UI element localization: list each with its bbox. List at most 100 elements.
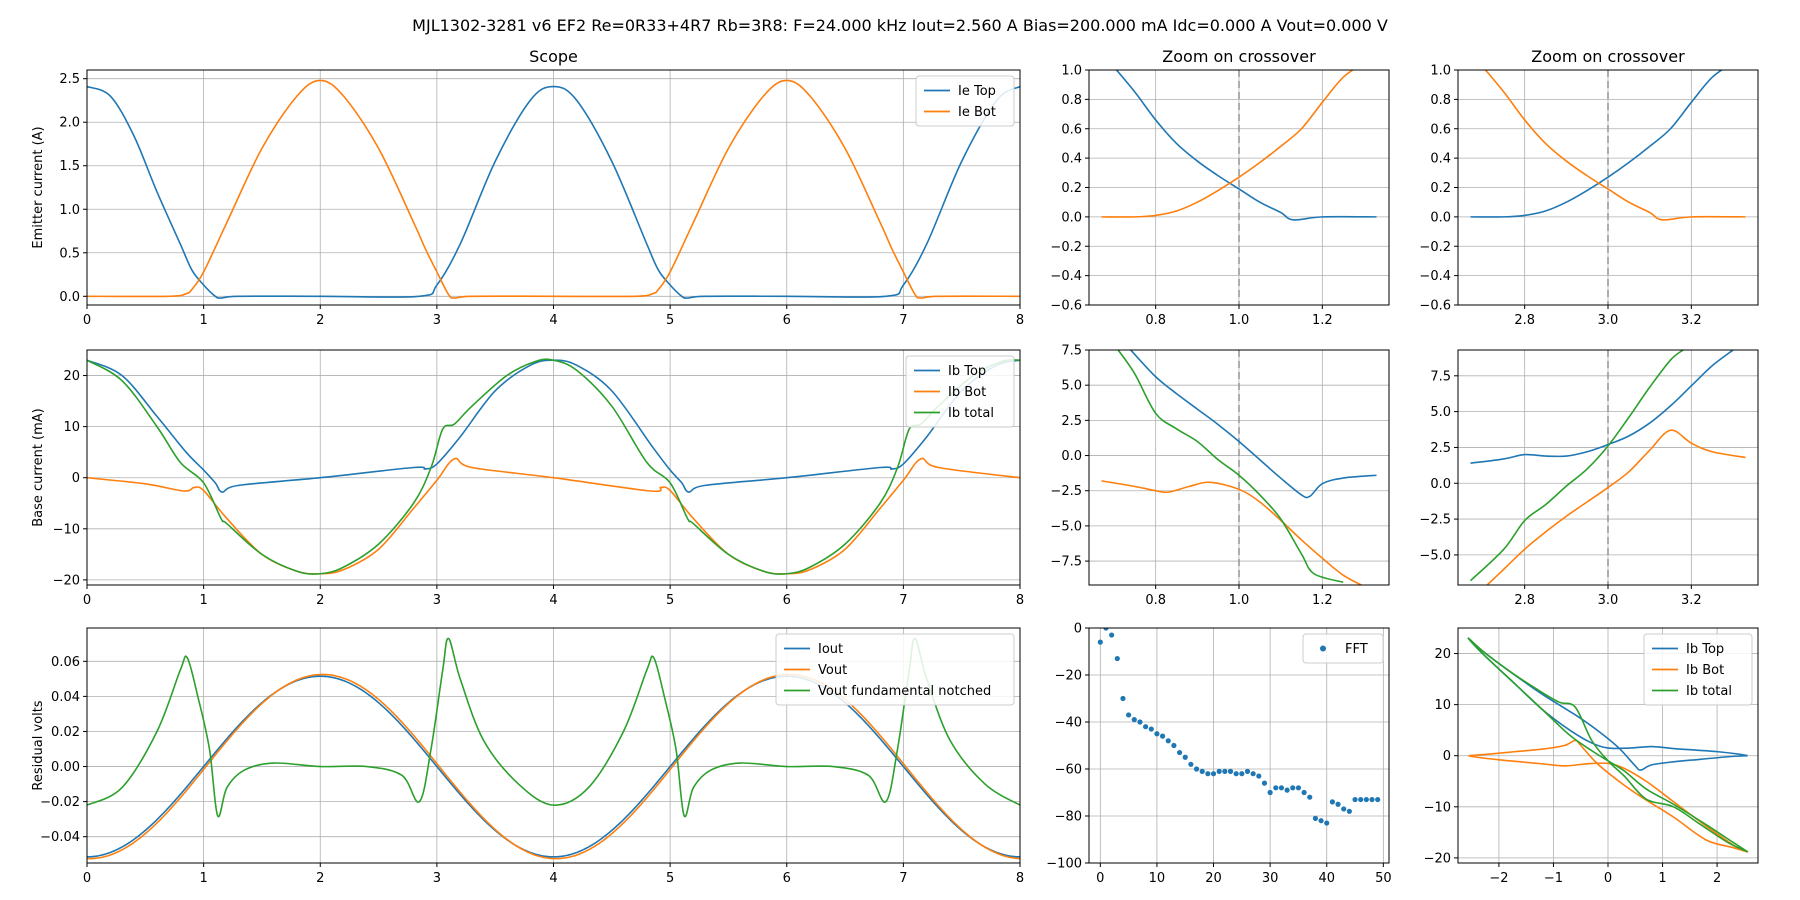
fft-point bbox=[1114, 655, 1120, 662]
legend-label: Ie Top bbox=[958, 84, 996, 99]
y-tick-label: 1.0 bbox=[59, 203, 80, 218]
x-tick-label: 3 bbox=[433, 593, 441, 608]
y-tick-label: −20 bbox=[1424, 851, 1451, 866]
y-tick-label: −5.0 bbox=[1050, 519, 1082, 534]
y-tick-label: 0.0 bbox=[1430, 477, 1451, 492]
x-tick-label: 0.8 bbox=[1145, 313, 1166, 328]
y-tick-label: 2.5 bbox=[1430, 441, 1451, 456]
y-tick-label: 0.00 bbox=[51, 760, 80, 775]
x-tick-label: 20 bbox=[1205, 871, 1222, 886]
fft-point bbox=[1307, 794, 1313, 800]
y-tick-label: 0.5 bbox=[59, 246, 80, 261]
series-line-1 bbox=[1101, 70, 1354, 218]
y-tick-label: 5.0 bbox=[1430, 405, 1451, 420]
fft-point bbox=[1165, 738, 1171, 744]
series-line-2 bbox=[87, 358, 1020, 575]
y-tick-label: −0.02 bbox=[40, 795, 80, 810]
fft-point bbox=[1176, 749, 1183, 756]
fft-point bbox=[1199, 768, 1205, 774]
y-tick-label: 0 bbox=[72, 471, 80, 486]
x-tick-label: 1 bbox=[199, 313, 207, 328]
y-tick-label: 0 bbox=[1443, 749, 1451, 764]
fft-point bbox=[1233, 771, 1239, 777]
fft-point bbox=[1143, 724, 1149, 730]
x-tick-label: 4 bbox=[549, 593, 557, 608]
fft-point bbox=[1210, 771, 1217, 777]
fft-point bbox=[1284, 787, 1290, 793]
series-group bbox=[87, 358, 1020, 575]
y-tick-label: −40 bbox=[1055, 716, 1082, 731]
fft-point bbox=[1369, 796, 1375, 803]
fft-point bbox=[1097, 639, 1103, 645]
panel-ib_zoom1: 0.8 1.0 1.2 −7.5 −5.0 −2.5 0.0 2.5 5.0 7.5 bbox=[1050, 344, 1390, 608]
y-tick-label: 20 bbox=[1434, 647, 1451, 662]
x-tick-label: 40 bbox=[1318, 871, 1335, 886]
y-tick-label: 0.0 bbox=[59, 290, 80, 305]
panel-ib_zoom2: 2.8 3.0 3.2 −5.0 −2.5 0.0 2.5 5.0 7.5 bbox=[1419, 349, 1759, 608]
legend: Ib Top Ib Bot Ib total bbox=[905, 355, 1015, 428]
series-group bbox=[1470, 70, 1746, 221]
x-tick-label: 6 bbox=[783, 593, 791, 608]
series-line-1 bbox=[87, 673, 1020, 860]
y-tick-label: 0.0 bbox=[1430, 210, 1451, 225]
y-tick-label: −2.5 bbox=[1050, 484, 1082, 499]
series-line-0 bbox=[1470, 350, 1734, 464]
x-tick-label: 1.0 bbox=[1229, 313, 1250, 328]
legend-label: Vout fundamental notched bbox=[818, 684, 991, 699]
series-line-1 bbox=[1486, 429, 1746, 585]
x-tick-label: 8 bbox=[1016, 871, 1024, 886]
series-line-0 bbox=[87, 675, 1020, 858]
x-tick-label: 4 bbox=[549, 871, 557, 886]
fft-point bbox=[1188, 761, 1194, 767]
x-tick-label: 7 bbox=[899, 313, 907, 328]
series-line-0 bbox=[87, 85, 1020, 299]
fft-point bbox=[1159, 733, 1166, 739]
panel-residual: 0 1 2 3 4 5 6 7 8 −0.04 −0.02 0.00 0.02 0.04 0.06 Resid… bbox=[31, 627, 1024, 886]
legend-label: Ib Bot bbox=[1686, 663, 1724, 678]
panel-ie_zoom1: 0.8 1.0 1.2 −0.6 −0.4 −0.2 0.0 0.2 0.4 0.6 0.8 1.0 Z… bbox=[1050, 47, 1390, 328]
panel-ie_zoom2: 2.8 3.0 3.2 −0.6 −0.4 −0.2 0.0 0.2 0.4 0.6 0.8 1.0 Z… bbox=[1419, 47, 1759, 328]
series-line-0 bbox=[1470, 70, 1723, 218]
series-line-0 bbox=[1115, 70, 1377, 221]
fft-point bbox=[1171, 742, 1177, 749]
fft-point bbox=[1205, 771, 1211, 777]
fft-point bbox=[1363, 796, 1369, 803]
axes-frame bbox=[1088, 627, 1390, 864]
legend-label: FFT bbox=[1345, 642, 1368, 657]
legend: Iout Vout Vout fundamental notched bbox=[775, 633, 1015, 706]
x-tick-label: 1.0 bbox=[1229, 593, 1250, 608]
x-tick-label: −1 bbox=[1544, 871, 1563, 886]
x-tick-label: 7 bbox=[899, 593, 907, 608]
y-tick-label: −60 bbox=[1055, 763, 1082, 778]
fft-point bbox=[1227, 768, 1234, 774]
fft-point bbox=[1261, 780, 1268, 786]
series-group bbox=[1101, 70, 1377, 221]
panel-title: Zoom on crossover bbox=[1162, 47, 1316, 66]
x-tick-label: 2 bbox=[316, 313, 324, 328]
series-group bbox=[1097, 628, 1381, 826]
series-line-2 bbox=[1469, 350, 1684, 582]
y-tick-label: 0.6 bbox=[1430, 122, 1451, 137]
y-tick-label: 1.0 bbox=[1061, 64, 1082, 79]
y-tick-label: 1.0 bbox=[1430, 64, 1451, 79]
fft-point bbox=[1290, 785, 1296, 791]
y-tick-label: −20 bbox=[53, 573, 80, 588]
x-tick-label: 3.2 bbox=[1681, 593, 1702, 608]
fft-point bbox=[1222, 768, 1228, 774]
y-tick-label: −0.04 bbox=[40, 830, 80, 845]
x-tick-label: 1 bbox=[1658, 871, 1666, 886]
y-tick-label: 0.8 bbox=[1430, 93, 1451, 108]
y-tick-label: 0.06 bbox=[51, 655, 80, 670]
legend-box bbox=[775, 633, 1015, 706]
y-tick-label: 2.0 bbox=[59, 116, 80, 131]
x-tick-label: 7 bbox=[899, 871, 907, 886]
legend-label: Ie Bot bbox=[958, 105, 996, 120]
y-tick-label: −0.4 bbox=[1419, 269, 1451, 284]
x-tick-label: 1.2 bbox=[1312, 593, 1333, 608]
x-tick-label: 30 bbox=[1262, 871, 1279, 886]
fft-point bbox=[1216, 768, 1222, 774]
y-tick-label: −5.0 bbox=[1419, 548, 1451, 563]
series-line-1 bbox=[87, 79, 1020, 299]
fft-point bbox=[1148, 726, 1154, 732]
